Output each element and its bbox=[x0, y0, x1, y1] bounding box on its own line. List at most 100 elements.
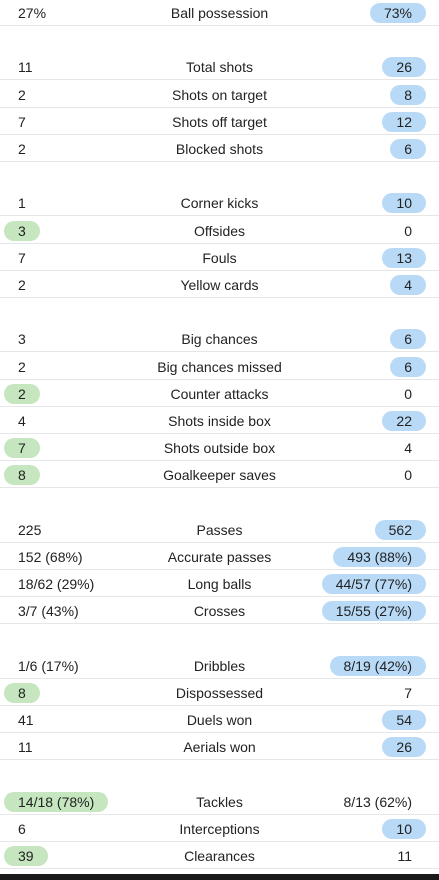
stat-row: Offsides 3 0 bbox=[0, 217, 439, 244]
away-value: 0 bbox=[404, 467, 412, 483]
stat-label: Big chances missed bbox=[157, 359, 282, 375]
stat-label: Duels won bbox=[186, 712, 253, 728]
away-value: 6 bbox=[390, 139, 426, 159]
stat-row: Fouls 7 13 bbox=[0, 244, 439, 271]
away-value: 4 bbox=[404, 440, 412, 456]
away-value: 8/19 (42%) bbox=[329, 656, 426, 676]
away-value: 493 (88%) bbox=[333, 547, 426, 567]
away-value: 8 bbox=[390, 85, 426, 105]
home-value: 2 bbox=[18, 277, 26, 293]
stat-row: Blocked shots 2 6 bbox=[0, 135, 439, 162]
home-value: 8 bbox=[4, 465, 40, 485]
stat-label: Clearances bbox=[184, 848, 255, 864]
home-value: 2 bbox=[18, 359, 26, 375]
stat-row: Corner kicks 1 10 bbox=[0, 189, 439, 216]
away-value: 10 bbox=[382, 819, 426, 839]
away-value: 26 bbox=[382, 737, 426, 757]
away-value: 22 bbox=[382, 411, 426, 431]
home-value: 1/6 (17%) bbox=[18, 658, 79, 674]
home-value: 27% bbox=[18, 5, 47, 21]
home-value: 11 bbox=[18, 739, 33, 755]
away-value: 54 bbox=[382, 710, 426, 730]
stat-label: Dribbles bbox=[193, 658, 246, 674]
stat-label: Shots off target bbox=[172, 114, 267, 130]
home-value: 7 bbox=[4, 438, 40, 458]
away-value: 12 bbox=[382, 112, 426, 132]
stat-row: Dribbles 1/6 (17%) 8/19 (42%) bbox=[0, 652, 439, 679]
stat-row: Big chances missed 2 6 bbox=[0, 353, 439, 380]
home-value: 39 bbox=[4, 846, 48, 866]
stat-row: Clearances 39 11 bbox=[0, 842, 439, 869]
home-value: 8 bbox=[4, 683, 40, 703]
away-value: 0 bbox=[404, 386, 412, 402]
stat-row: Yellow cards 2 4 bbox=[0, 271, 439, 298]
away-value: 15/55 (27%) bbox=[321, 601, 426, 621]
stat-label: Crosses bbox=[193, 603, 246, 619]
stat-label: Passes bbox=[196, 522, 243, 538]
stat-row: Duels won 41 54 bbox=[0, 706, 439, 733]
away-value: 4 bbox=[390, 275, 426, 295]
stat-row: Accurate passes 152 (68%) 493 (88%) bbox=[0, 543, 439, 570]
stat-label: Big chances bbox=[181, 331, 258, 347]
away-value: 26 bbox=[382, 57, 426, 77]
away-value: 0 bbox=[404, 223, 412, 239]
stat-row: Shots outside box 7 4 bbox=[0, 434, 439, 461]
stat-label: Ball possession bbox=[170, 5, 269, 21]
home-value: 7 bbox=[18, 250, 26, 266]
stat-label: Shots on target bbox=[172, 87, 267, 103]
away-value: 44/57 (77%) bbox=[321, 574, 426, 594]
home-value: 14/18 (78%) bbox=[4, 792, 109, 812]
stat-label: Counter attacks bbox=[170, 386, 269, 402]
home-value: 3 bbox=[4, 221, 40, 241]
stat-label: Goalkeeper saves bbox=[163, 467, 276, 483]
home-value: 3/7 (43%) bbox=[18, 603, 79, 619]
home-value: 7 bbox=[18, 114, 26, 130]
stat-label: Aerials won bbox=[183, 739, 256, 755]
stat-row: Crosses 3/7 (43%) 15/55 (27%) bbox=[0, 597, 439, 624]
away-value: 6 bbox=[390, 329, 426, 349]
stat-label: Shots outside box bbox=[163, 440, 276, 456]
stat-row: Passes 225 562 bbox=[0, 516, 439, 543]
home-value: 2 bbox=[4, 384, 40, 404]
away-value: 13 bbox=[382, 248, 426, 268]
home-value: 2 bbox=[18, 87, 26, 103]
stat-row: Big chances 3 6 bbox=[0, 325, 439, 352]
away-value: 6 bbox=[390, 357, 426, 377]
stat-label: Long balls bbox=[187, 576, 252, 592]
stat-label: Offsides bbox=[193, 223, 246, 239]
stat-row: Counter attacks 2 0 bbox=[0, 380, 439, 407]
home-value: 2 bbox=[18, 141, 26, 157]
stat-label: Accurate passes bbox=[167, 549, 272, 565]
home-value: 225 bbox=[18, 522, 42, 538]
stat-label: Yellow cards bbox=[180, 277, 259, 293]
home-value: 11 bbox=[18, 59, 33, 75]
home-value: 152 (68%) bbox=[18, 549, 83, 565]
home-value: 1 bbox=[18, 195, 26, 211]
stat-row: Interceptions 6 10 bbox=[0, 815, 439, 842]
stat-row: Total shots 11 26 bbox=[0, 53, 439, 80]
stat-label: Interceptions bbox=[179, 821, 260, 837]
stat-row: Aerials won 11 26 bbox=[0, 733, 439, 760]
stat-row: Tackles 14/18 (78%) 8/13 (62%) bbox=[0, 788, 439, 815]
stat-label: Corner kicks bbox=[180, 195, 259, 211]
bottom-edge-bar bbox=[0, 874, 439, 880]
away-value: 11 bbox=[397, 848, 412, 864]
stat-label: Tackles bbox=[196, 794, 243, 810]
away-value: 7 bbox=[404, 685, 412, 701]
stat-row: Ball possession 27% 73% bbox=[0, 0, 439, 26]
away-value: 8/13 (62%) bbox=[343, 794, 412, 810]
away-value: 73% bbox=[369, 3, 426, 23]
stat-row: Long balls 18/62 (29%) 44/57 (77%) bbox=[0, 570, 439, 597]
home-value: 6 bbox=[18, 821, 26, 837]
stat-row: Shots inside box 4 22 bbox=[0, 407, 439, 434]
home-value: 41 bbox=[18, 712, 34, 728]
stat-label: Fouls bbox=[202, 250, 237, 266]
stat-row: Goalkeeper saves 8 0 bbox=[0, 461, 439, 488]
home-value: 3 bbox=[18, 331, 26, 347]
stat-label: Total shots bbox=[186, 59, 253, 75]
stat-row: Shots off target 7 12 bbox=[0, 108, 439, 135]
stat-row: Dispossessed 8 7 bbox=[0, 679, 439, 706]
home-value: 4 bbox=[18, 413, 26, 429]
stat-label: Shots inside box bbox=[168, 413, 271, 429]
